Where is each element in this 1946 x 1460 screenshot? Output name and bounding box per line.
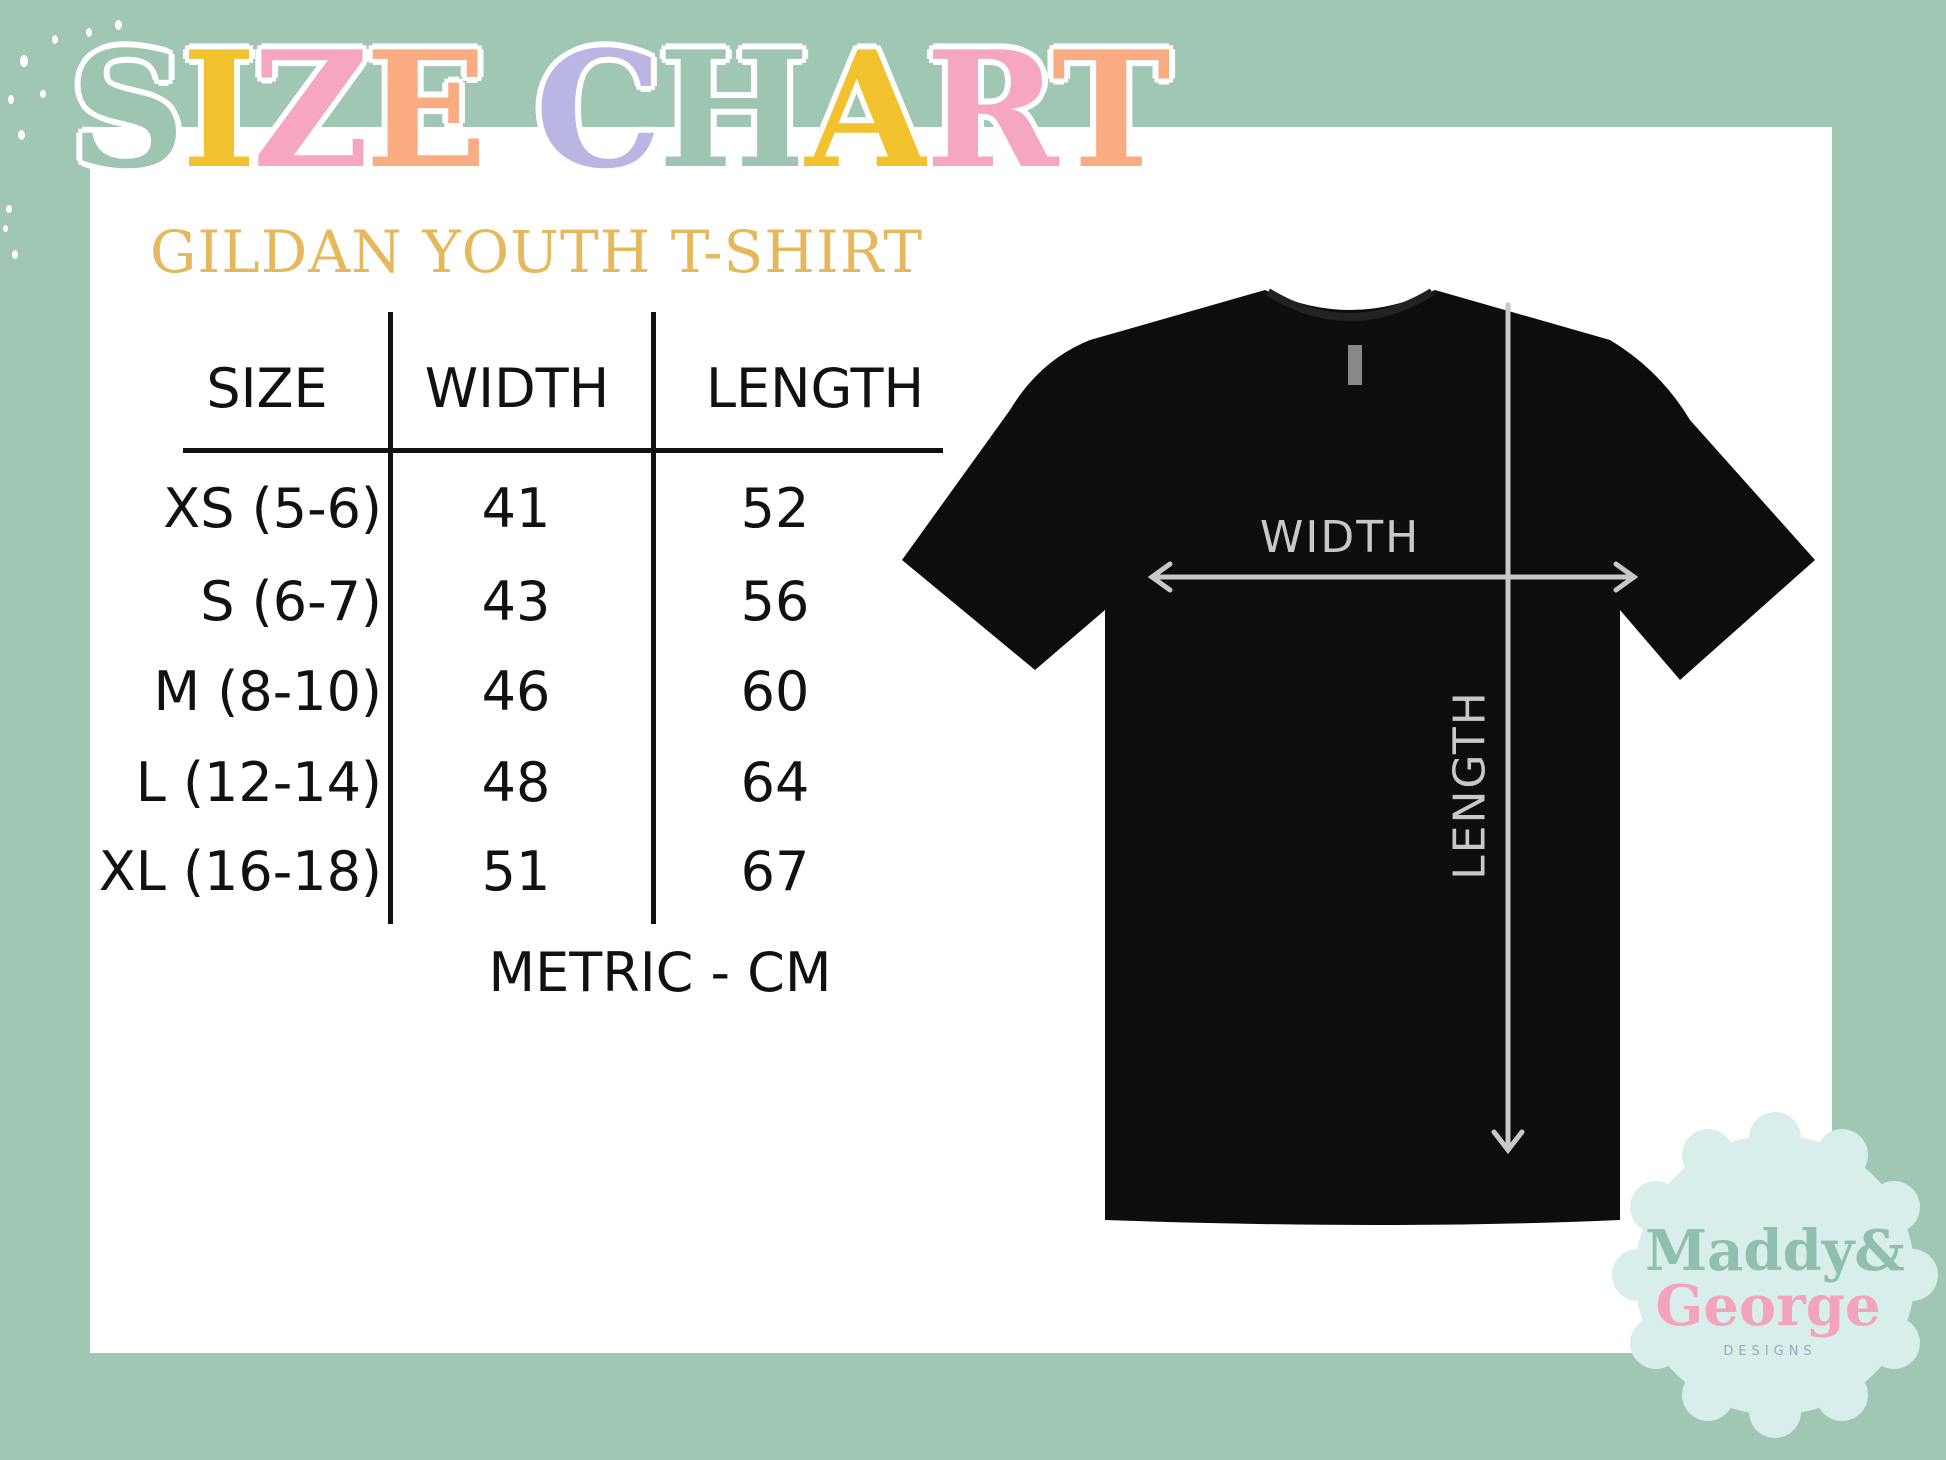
cell-width: 43: [481, 570, 551, 633]
cell-length: 64: [740, 751, 810, 814]
tshirt-shape: [902, 290, 1815, 1225]
title-letter: E: [365, 16, 487, 204]
logo-line1: Maddy&: [1645, 1218, 1905, 1284]
title-letter: S: [70, 16, 186, 204]
length-label: LENGTH: [1444, 690, 1496, 880]
cell-size: L (12-14): [135, 751, 382, 814]
cell-width: 46: [481, 660, 551, 723]
cell-width: 51: [481, 840, 551, 903]
header-length: LENGTH: [705, 357, 925, 420]
title-letter: Z: [252, 16, 369, 204]
neck-label: [1348, 345, 1362, 385]
cell-length: 52: [740, 477, 810, 540]
logo-line3: DESIGNS: [1723, 1344, 1816, 1359]
cell-size: XS (5-6): [163, 477, 382, 540]
title-letter: R: [925, 16, 1056, 204]
cell-size: M (8-10): [153, 660, 382, 723]
size-chart-title: SIZE CHART: [70, 30, 1171, 190]
title-letter: I: [181, 16, 257, 204]
header-size: SIZE: [206, 357, 328, 420]
title-letter: [483, 16, 535, 204]
cell-length: 60: [740, 660, 810, 723]
title-letter: A: [805, 16, 929, 204]
cell-width: 48: [481, 751, 551, 814]
length-arrow: [1491, 302, 1525, 1155]
title-letter: H: [658, 16, 809, 204]
title-letter: T: [1051, 16, 1171, 204]
logo-line2: George: [1655, 1273, 1880, 1339]
header-width: WIDTH: [424, 357, 610, 420]
column-divider: [651, 312, 656, 924]
logo-badge: Maddy& George DESIGNS: [1612, 1112, 1938, 1438]
cell-length: 56: [740, 570, 810, 633]
width-label: WIDTH: [1259, 512, 1421, 563]
cell-size: S (6-7): [200, 570, 382, 633]
width-arrow: [1147, 561, 1639, 593]
title-letter: C: [534, 16, 662, 204]
product-subtitle: GILDAN YOUTH T-SHIRT: [150, 218, 924, 286]
header-divider: [183, 448, 943, 453]
cell-width: 41: [481, 477, 551, 540]
cell-size: XL (16-18): [98, 840, 382, 903]
tshirt-diagram: [902, 288, 1815, 1225]
cell-length: 67: [740, 840, 810, 903]
column-divider: [388, 312, 393, 924]
unit-note: METRIC - CM: [488, 941, 832, 1004]
brand-logo: Maddy& George DESIGNS: [1610, 1110, 1940, 1440]
